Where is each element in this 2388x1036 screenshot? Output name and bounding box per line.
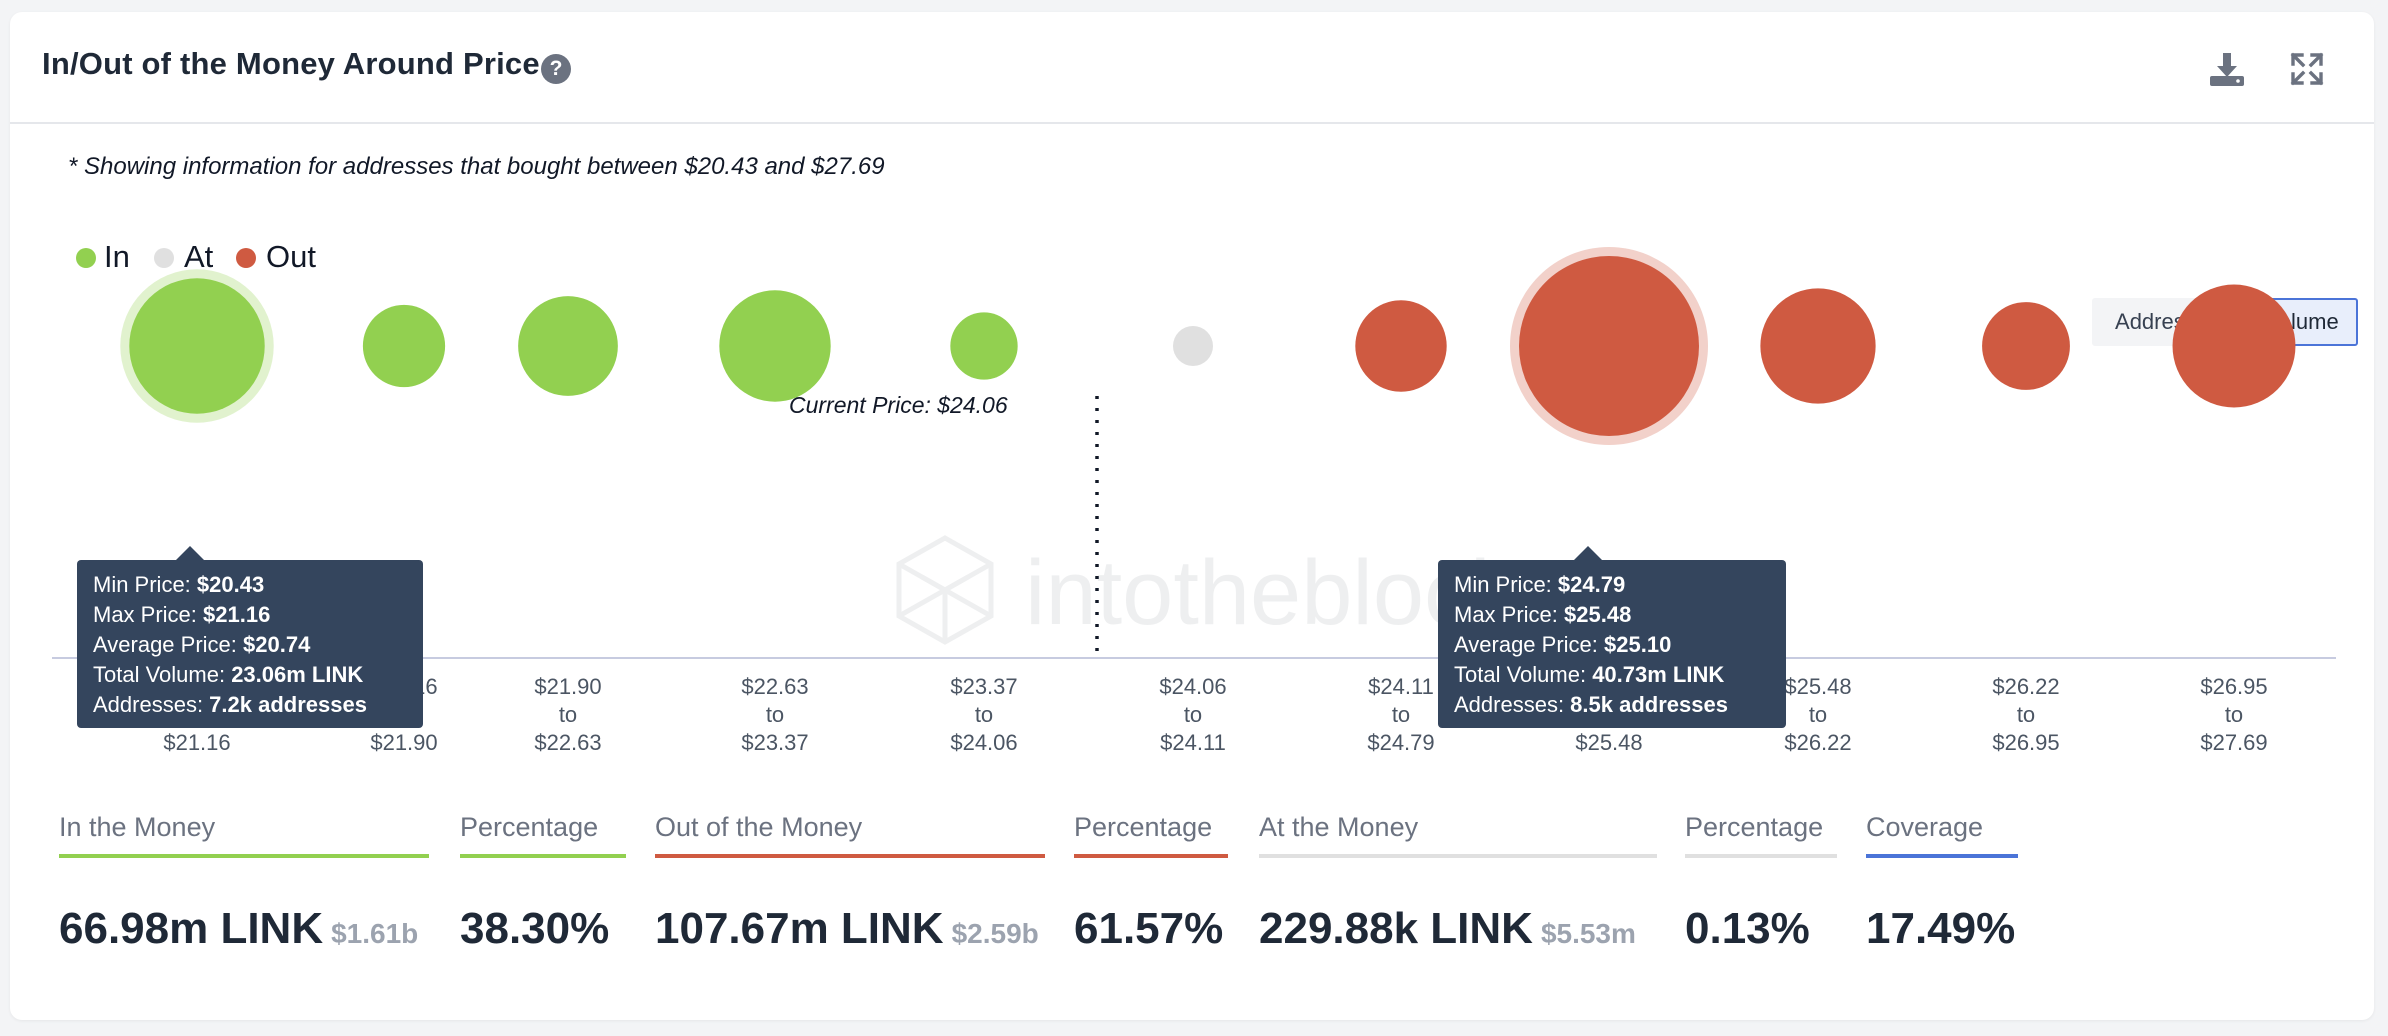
watermark: intotheblock: [896, 535, 1517, 645]
legend-item-in[interactable]: In: [66, 236, 146, 276]
watermark-text: intotheblock: [1025, 542, 1517, 644]
bubble-8[interactable]: [1519, 256, 1699, 436]
x-tick-label: $22.63: [534, 730, 601, 755]
bubble-chart: intotheblock $20.43to$21.16$21.16to$21.9…: [52, 247, 2336, 755]
x-tick-label: to: [1184, 702, 1202, 727]
stat-label: Percentage: [1685, 812, 1824, 842]
x-tick-label: to: [559, 702, 577, 727]
stat-label: Percentage: [460, 812, 599, 842]
x-tick-label: $24.06: [950, 730, 1017, 755]
x-tick-label: to: [975, 702, 993, 727]
stat-value: 107.67m LINK $2.59b: [655, 904, 1039, 953]
x-tick-label: $21.16: [163, 730, 230, 755]
tooltip-row: Addresses: 8.5k addresses: [1454, 692, 1728, 717]
tooltip-row: Min Price: $24.79: [1454, 572, 1626, 597]
page-title: In/Out of the Money Around Price: [42, 46, 540, 81]
x-tick-label: $27.69: [2200, 730, 2267, 755]
tooltip-row: Total Volume: 23.06m LINK: [93, 662, 364, 687]
x-tick-label: $25.48: [1784, 674, 1851, 699]
x-tick-label: $26.22: [1784, 730, 1851, 755]
stat-value: 17.49%: [1866, 904, 2016, 953]
x-tick-label: $26.22: [1992, 674, 2059, 699]
stat-value: 61.57%: [1074, 904, 1224, 953]
x-tick-label: to: [1809, 702, 1827, 727]
summary-stats: In the Money 66.98m LINK $1.61b Percentag…: [10, 812, 2374, 972]
stat-label: At the Money: [1259, 812, 1419, 842]
tooltip-row: Total Volume: 40.73m LINK: [1454, 662, 1725, 687]
legend-dot: [76, 248, 96, 268]
legend-dot: [236, 248, 256, 268]
legend-dot: [154, 248, 174, 268]
tooltip-row: Max Price: $25.48: [1454, 602, 1632, 627]
stat-underline: [655, 854, 1045, 858]
x-tick-label: to: [2017, 702, 2035, 727]
bubble-2[interactable]: [362, 304, 446, 388]
bubble-6[interactable]: [1173, 326, 1213, 366]
x-tick-label: $22.63: [741, 674, 808, 699]
tooltip-bucket-1: Min Price: $20.43 Max Price: $21.16 Averag…: [77, 546, 423, 728]
tooltip-bucket-8: Min Price: $24.79 Max Price: $25.48 Averag…: [1438, 546, 1786, 728]
x-tick-label: $24.11: [1368, 674, 1434, 699]
stat-underline: [1074, 854, 1228, 858]
bubbles: [120, 247, 2296, 445]
stat-underline: [1866, 854, 2018, 858]
expand-icon[interactable]: [2286, 48, 2328, 90]
question-circle-icon[interactable]: ?: [541, 54, 571, 84]
x-tick-label: $21.90: [534, 674, 601, 699]
legend-label: At: [184, 239, 214, 274]
bubble-7[interactable]: [1355, 300, 1447, 392]
current-price-label: Current Price: $24.06: [789, 392, 1008, 418]
stat-label: Out of the Money: [655, 812, 863, 842]
bubble-4[interactable]: [719, 290, 831, 402]
x-tick-label: $24.79: [1367, 730, 1434, 755]
legend-label: In: [104, 239, 130, 274]
tooltip-row: Max Price: $21.16: [93, 602, 271, 627]
card-header: In/Out of the Money Around Price ?: [10, 12, 2374, 124]
chart-card: In/Out of the Money Around Price ? * Sho…: [10, 12, 2374, 1020]
bubble-11[interactable]: [2172, 284, 2296, 408]
stat-underline: [59, 854, 429, 858]
x-tick-label: to: [766, 702, 784, 727]
stat-label: Coverage: [1866, 812, 1984, 842]
x-tick-label: to: [1392, 702, 1410, 727]
bubble-1[interactable]: [129, 278, 265, 414]
x-tick-label: $24.06: [1159, 674, 1226, 699]
stat-underline: [460, 854, 626, 858]
x-tick-label: $23.37: [950, 674, 1017, 699]
x-tick-labels: $20.43to$21.16$21.16to$21.90$21.90to$22.…: [163, 674, 2267, 755]
stat-value: 229.88k LINK $5.53m: [1259, 904, 1636, 953]
download-icon[interactable]: [2206, 48, 2248, 90]
tooltip-row: Average Price: $20.74: [93, 632, 311, 657]
stat-underline: [1259, 854, 1657, 858]
legend-item-out[interactable]: Out: [236, 236, 336, 276]
bubble-5[interactable]: [950, 312, 1018, 380]
stat-label: Percentage: [1074, 812, 1213, 842]
x-tick-label: $23.37: [741, 730, 808, 755]
range-note: * Showing information for addresses that…: [68, 153, 885, 180]
stat-value: 38.30%: [460, 904, 610, 953]
bubble-9[interactable]: [1760, 288, 1876, 404]
x-tick-label: $26.95: [2200, 674, 2267, 699]
stat-label: In the Money: [59, 812, 216, 842]
x-tick-label: to: [2225, 702, 2243, 727]
tooltip-row: Min Price: $20.43: [93, 572, 265, 597]
x-tick-label: $21.90: [370, 730, 437, 755]
stat-underline: [1685, 854, 1837, 858]
stat-value: 0.13%: [1685, 904, 1810, 953]
tooltip-row: Addresses: 7.2k addresses: [93, 692, 367, 717]
x-tick-label: $25.48: [1575, 730, 1642, 755]
bubble-10[interactable]: [1982, 302, 2070, 390]
legend-item-at[interactable]: At: [154, 236, 234, 276]
x-tick-label: $24.11: [1160, 730, 1226, 755]
stat-value: 66.98m LINK $1.61b: [59, 904, 419, 953]
x-tick-label: $26.95: [1992, 730, 2059, 755]
bubble-3[interactable]: [518, 296, 618, 396]
legend-label: Out: [266, 239, 316, 274]
tooltip-row: Average Price: $25.10: [1454, 632, 1672, 657]
